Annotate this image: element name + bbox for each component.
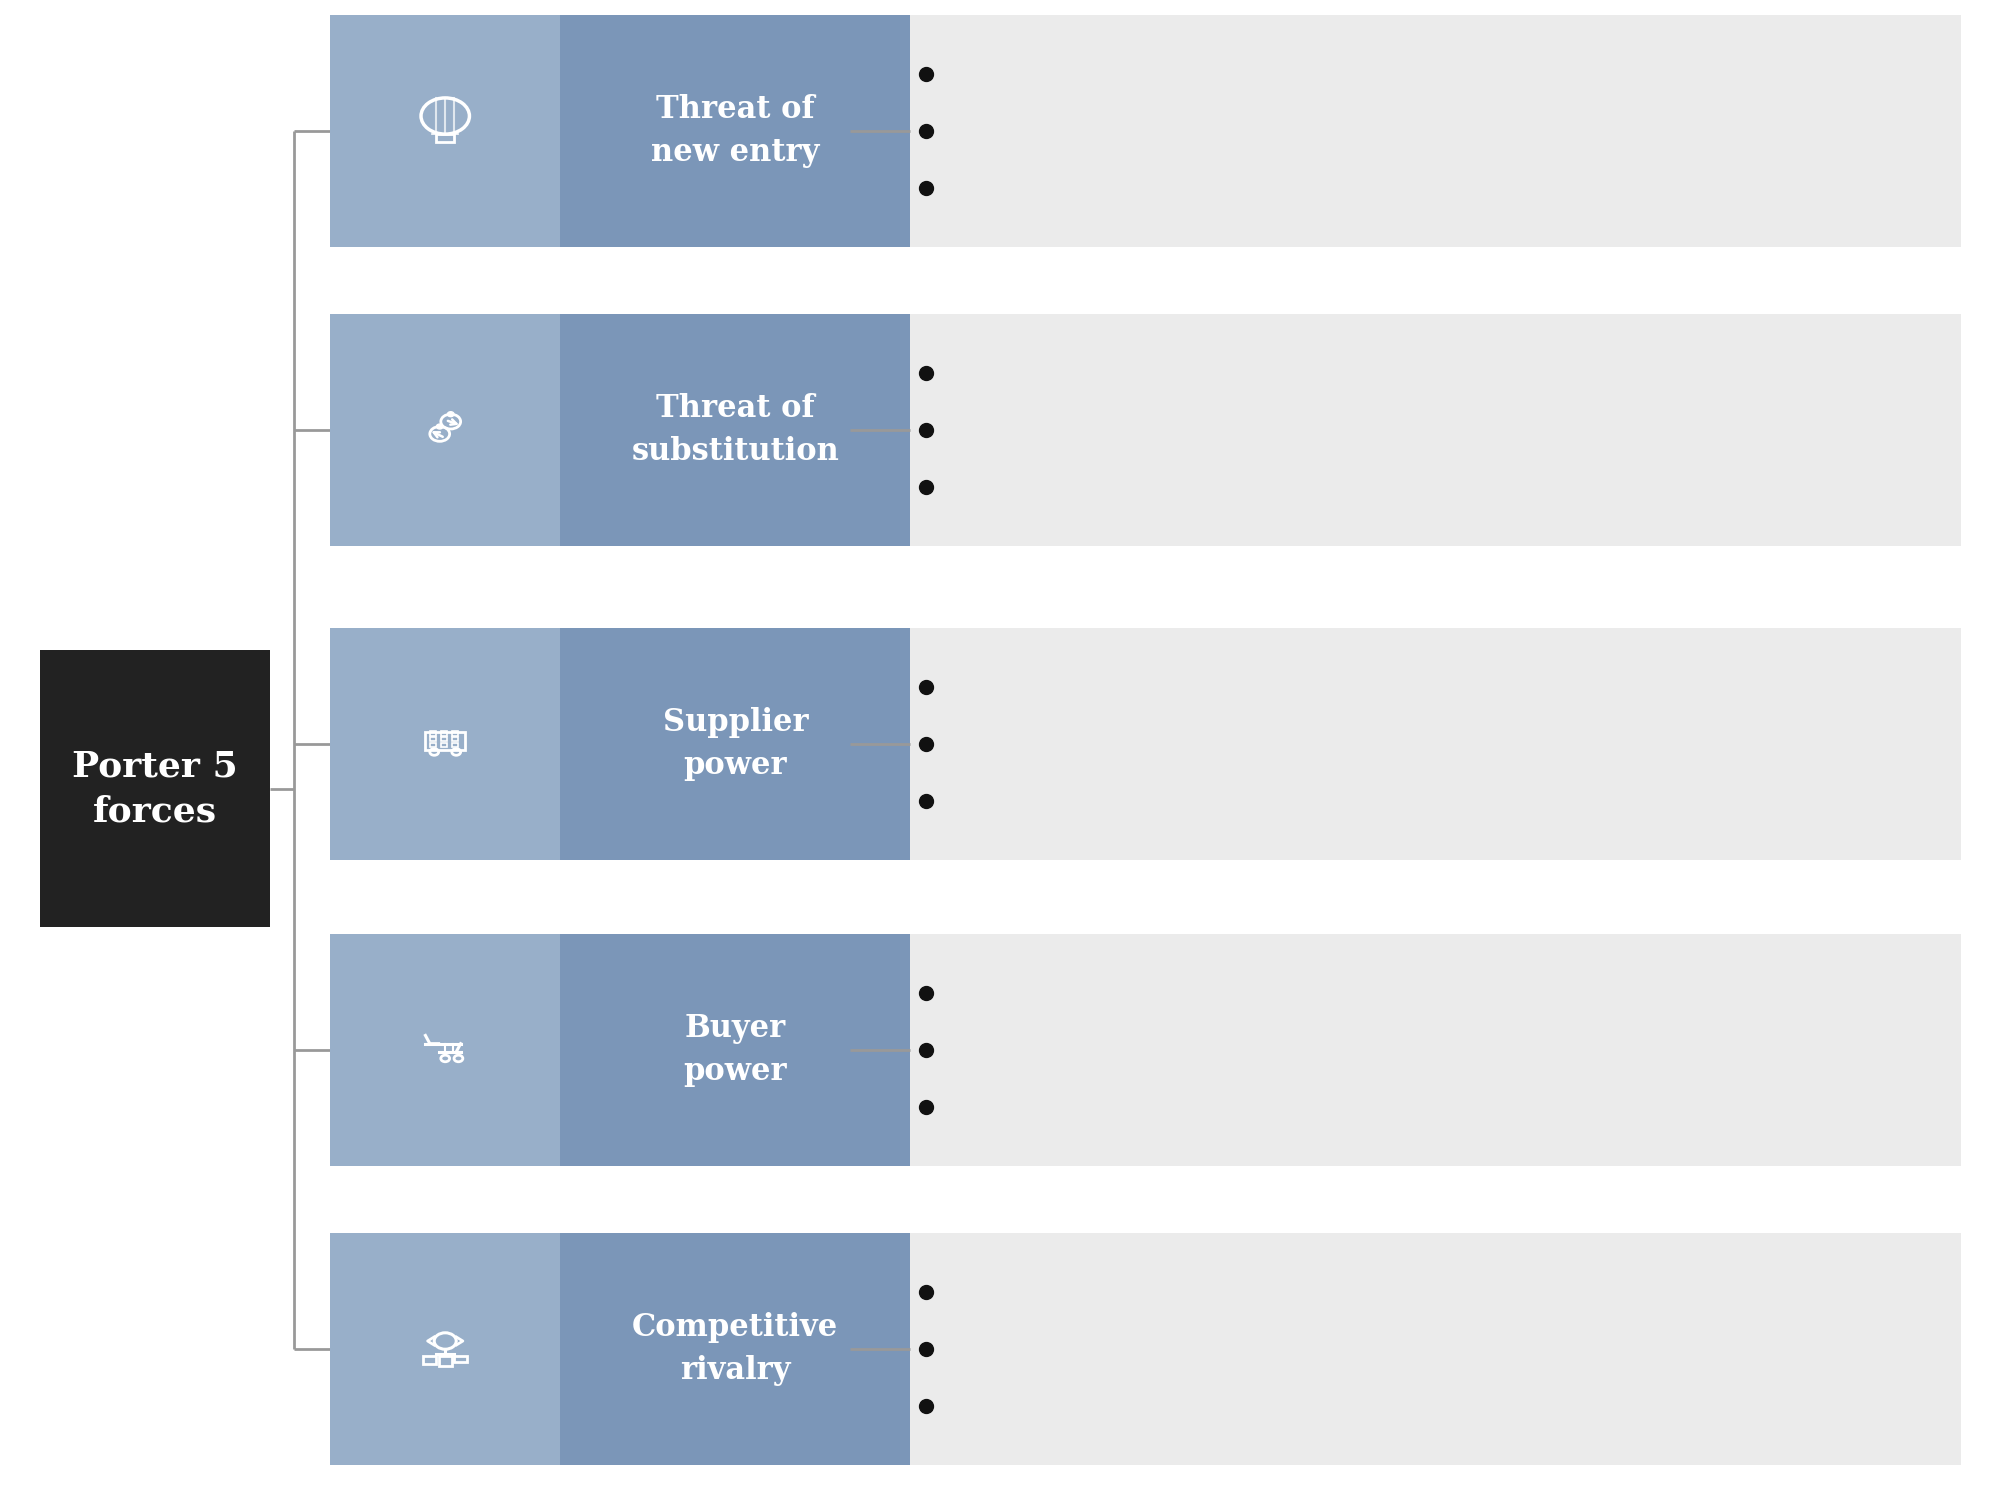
Bar bbox=[430, 737, 436, 742]
Bar bbox=[330, 15, 560, 247]
Bar bbox=[452, 737, 458, 742]
Bar bbox=[424, 1356, 436, 1363]
Bar bbox=[452, 743, 458, 748]
Text: Supplier
power: Supplier power bbox=[662, 707, 808, 780]
Bar bbox=[430, 731, 436, 736]
Bar bbox=[426, 733, 464, 750]
Circle shape bbox=[436, 425, 442, 429]
Text: Threat of
new entry: Threat of new entry bbox=[650, 94, 820, 167]
Text: Buyer
power: Buyer power bbox=[684, 1014, 786, 1087]
Bar bbox=[40, 650, 270, 927]
Bar bbox=[850, 15, 1961, 247]
Bar bbox=[560, 15, 910, 247]
Bar bbox=[330, 934, 560, 1166]
Bar bbox=[452, 731, 458, 736]
Bar bbox=[330, 314, 560, 546]
Bar bbox=[850, 314, 1961, 546]
Text: Competitive
rivalry: Competitive rivalry bbox=[632, 1313, 838, 1386]
Text: Threat of
substitution: Threat of substitution bbox=[632, 393, 838, 466]
Text: Porter 5
forces: Porter 5 forces bbox=[72, 749, 238, 828]
Circle shape bbox=[448, 411, 454, 417]
Bar bbox=[560, 934, 910, 1166]
Bar bbox=[330, 1233, 560, 1465]
Bar bbox=[330, 628, 560, 860]
Bar bbox=[430, 743, 436, 748]
Bar bbox=[440, 743, 448, 748]
Bar bbox=[560, 314, 910, 546]
Bar bbox=[438, 1356, 452, 1366]
Bar bbox=[850, 1233, 1961, 1465]
Bar bbox=[440, 737, 448, 742]
Bar bbox=[440, 731, 448, 736]
Bar bbox=[560, 628, 910, 860]
Bar bbox=[850, 628, 1961, 860]
Bar bbox=[436, 135, 454, 142]
Bar bbox=[560, 1233, 910, 1465]
Bar bbox=[454, 1356, 466, 1362]
Bar bbox=[850, 934, 1961, 1166]
